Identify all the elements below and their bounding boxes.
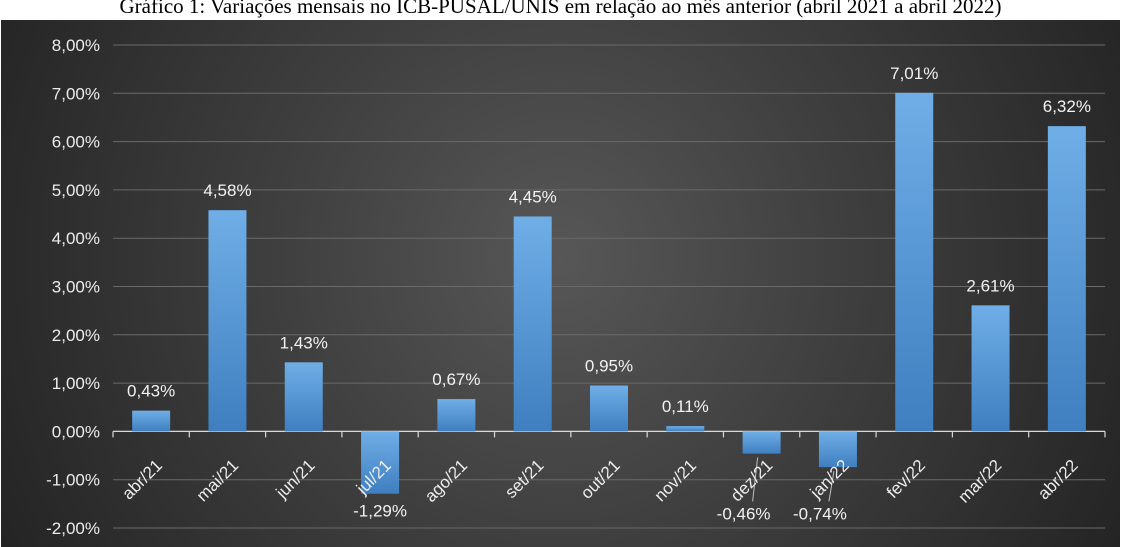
bar-dez-21	[742, 431, 781, 454]
x-tick-label: ago/21	[421, 456, 471, 506]
x-tick-label: mai/21	[193, 456, 243, 506]
y-tick-label: -1,00%	[46, 471, 100, 490]
y-axis-ticks: 8,00% 7,00% 6,00% 5,00% 4,00% 3,00% 2,00% 1,00%…	[46, 36, 100, 538]
data-label: 1,43%	[280, 333, 328, 352]
y-tick-label: 6,00%	[52, 133, 100, 152]
data-label: 0,11%	[662, 397, 709, 416]
y-tick-label: 7,00%	[52, 84, 100, 103]
data-label: -1,29%	[353, 502, 407, 521]
chart-title: Gráfico 1: Variações mensais no ICB-PUSA…	[119, 0, 1002, 18]
data-label: 4,45%	[509, 187, 557, 206]
bar-mai-21	[208, 210, 247, 432]
data-label: 4,58%	[203, 181, 251, 200]
x-tick-label: set/21	[501, 456, 547, 502]
bar-abr-22	[1047, 126, 1086, 432]
data-labels: 0,43% 4,58% 1,43% -1,29% 0,67% 4,45% 0,95% 0,11…	[127, 64, 1091, 524]
bar-jan-22	[818, 431, 857, 468]
chart-area: 8,00% 7,00% 6,00% 5,00% 4,00% 3,00% 2,00% 1,00%…	[1, 20, 1120, 547]
y-tick-label: 1,00%	[52, 374, 100, 393]
y-tick-label: 8,00%	[52, 36, 100, 55]
data-label: 2,61%	[966, 276, 1014, 295]
data-label: -0,46%	[717, 504, 771, 523]
y-tick-label: 4,00%	[52, 229, 100, 248]
x-tick-label: dez/21	[727, 456, 777, 506]
x-axis-ticks: abr/21 mai/21 jun/21 jul/21 ago/21 set/21 out/…	[118, 456, 1081, 507]
bar-nov-21	[666, 426, 705, 432]
gridlines	[112, 44, 1106, 529]
bar-mar-22	[971, 305, 1010, 432]
bars	[132, 92, 1086, 494]
y-tick-label: 5,00%	[52, 181, 100, 200]
y-tick-label: 2,00%	[52, 326, 100, 345]
bar-jul-21	[361, 431, 400, 494]
data-label: 0,67%	[432, 370, 480, 389]
x-tick-label: fev/22	[883, 456, 929, 502]
y-tick-label: 3,00%	[52, 278, 100, 297]
bar-jun-21	[284, 362, 323, 432]
bar-out-21	[590, 385, 628, 432]
y-tick-label: 0,00%	[52, 422, 100, 441]
data-label: 6,32%	[1043, 97, 1091, 116]
bar-chart: 8,00% 7,00% 6,00% 5,00% 4,00% 3,00% 2,00% 1,00%…	[46, 36, 1106, 538]
data-label-leader-line	[828, 471, 835, 502]
data-label-leader-line	[752, 457, 759, 502]
data-label: 7,01%	[890, 64, 938, 83]
x-tick-label: nov/21	[651, 456, 701, 506]
x-tick-label: mar/22	[955, 456, 1006, 507]
data-label: -0,74%	[793, 504, 847, 523]
bar-ago-21	[437, 399, 476, 432]
data-label: 0,95%	[585, 357, 633, 376]
bar-abr-21	[132, 410, 171, 432]
data-label: 0,43%	[127, 382, 175, 401]
y-tick-label: -2,00%	[46, 519, 100, 538]
bar-fev-22	[895, 92, 934, 432]
bar-set-21	[513, 216, 552, 432]
